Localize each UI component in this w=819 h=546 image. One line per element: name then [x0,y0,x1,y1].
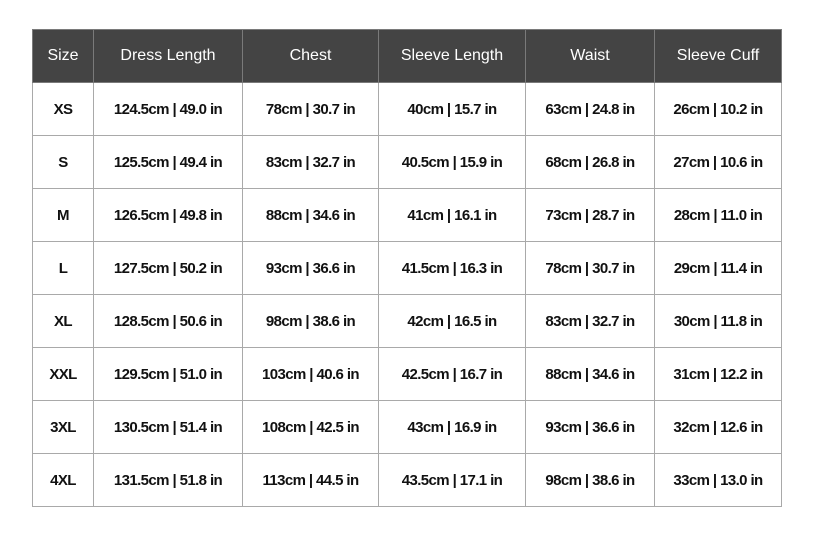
size-cell: XS [32,82,94,136]
measurement-cell: 93cm | 36.6 in [525,400,655,454]
measurement-cell: 30cm | 11.8 in [654,294,782,348]
measurement-cell: 26cm | 10.2 in [654,82,782,136]
size-cell: 3XL [32,400,94,454]
column-header: Dress Length [93,29,243,83]
measurement-cell: 42.5cm | 16.7 in [378,347,526,401]
size-table: Size Dress Length Chest Sleeve Length Waist S… [32,29,782,507]
table-row: XS 124.5cm | 49.0 in 78cm | 30.7 in 40cm | … [32,82,782,136]
measurement-cell: 131.5cm | 51.8 in [93,453,243,507]
measurement-cell: 83cm | 32.7 in [525,294,655,348]
column-header: Sleeve Cuff [654,29,782,83]
table-row: 4XL 131.5cm | 51.8 in 113cm | 44.5 in 43.5c… [32,453,782,507]
measurement-cell: 78cm | 30.7 in [242,82,379,136]
measurement-cell: 93cm | 36.6 in [242,241,379,295]
measurement-cell: 127.5cm | 50.2 in [93,241,243,295]
size-cell: M [32,188,94,242]
table-row: 3XL 130.5cm | 51.4 in 108cm | 42.5 in 43cm … [32,400,782,454]
measurement-cell: 68cm | 26.8 in [525,135,655,189]
measurement-cell: 27cm | 10.6 in [654,135,782,189]
measurement-cell: 42cm | 16.5 in [378,294,526,348]
measurement-cell: 73cm | 28.7 in [525,188,655,242]
measurement-cell: 129.5cm | 51.0 in [93,347,243,401]
measurement-cell: 43.5cm | 17.1 in [378,453,526,507]
measurement-cell: 31cm | 12.2 in [654,347,782,401]
measurement-cell: 32cm | 12.6 in [654,400,782,454]
table-row: S 125.5cm | 49.4 in 83cm | 32.7 in 40.5cm |… [32,135,782,189]
measurement-cell: 28cm | 11.0 in [654,188,782,242]
size-cell: XXL [32,347,94,401]
measurement-cell: 40cm | 15.7 in [378,82,526,136]
table-row: XXL 129.5cm | 51.0 in 103cm | 40.6 in 42.5c… [32,347,782,401]
table-row: M 126.5cm | 49.8 in 88cm | 34.6 in 41cm | 1… [32,188,782,242]
size-cell: XL [32,294,94,348]
measurement-cell: 98cm | 38.6 in [525,453,655,507]
measurement-cell: 103cm | 40.6 in [242,347,379,401]
header-row: Size Dress Length Chest Sleeve Length Waist S… [32,29,782,83]
measurement-cell: 78cm | 30.7 in [525,241,655,295]
size-cell: L [32,241,94,295]
measurement-cell: 41.5cm | 16.3 in [378,241,526,295]
size-cell: 4XL [32,453,94,507]
column-header: Chest [242,29,379,83]
measurement-cell: 113cm | 44.5 in [242,453,379,507]
measurement-cell: 40.5cm | 15.9 in [378,135,526,189]
measurement-cell: 29cm | 11.4 in [654,241,782,295]
table-body: XS 124.5cm | 49.0 in 78cm | 30.7 in 40cm | … [32,82,782,507]
measurement-cell: 126.5cm | 49.8 in [93,188,243,242]
measurement-cell: 43cm | 16.9 in [378,400,526,454]
column-header: Size [32,29,94,83]
measurement-cell: 88cm | 34.6 in [242,188,379,242]
measurement-cell: 41cm | 16.1 in [378,188,526,242]
column-header: Waist [525,29,655,83]
measurement-cell: 88cm | 34.6 in [525,347,655,401]
measurement-cell: 108cm | 42.5 in [242,400,379,454]
measurement-cell: 63cm | 24.8 in [525,82,655,136]
measurement-cell: 98cm | 38.6 in [242,294,379,348]
measurement-cell: 130.5cm | 51.4 in [93,400,243,454]
size-cell: S [32,135,94,189]
measurement-cell: 124.5cm | 49.0 in [93,82,243,136]
column-header: Sleeve Length [378,29,526,83]
measurement-cell: 128.5cm | 50.6 in [93,294,243,348]
table-row: L 127.5cm | 50.2 in 93cm | 36.6 in 41.5cm |… [32,241,782,295]
measurement-cell: 83cm | 32.7 in [242,135,379,189]
table-row: XL 128.5cm | 50.6 in 98cm | 38.6 in 42cm | … [32,294,782,348]
measurement-cell: 125.5cm | 49.4 in [93,135,243,189]
measurement-cell: 33cm | 13.0 in [654,453,782,507]
